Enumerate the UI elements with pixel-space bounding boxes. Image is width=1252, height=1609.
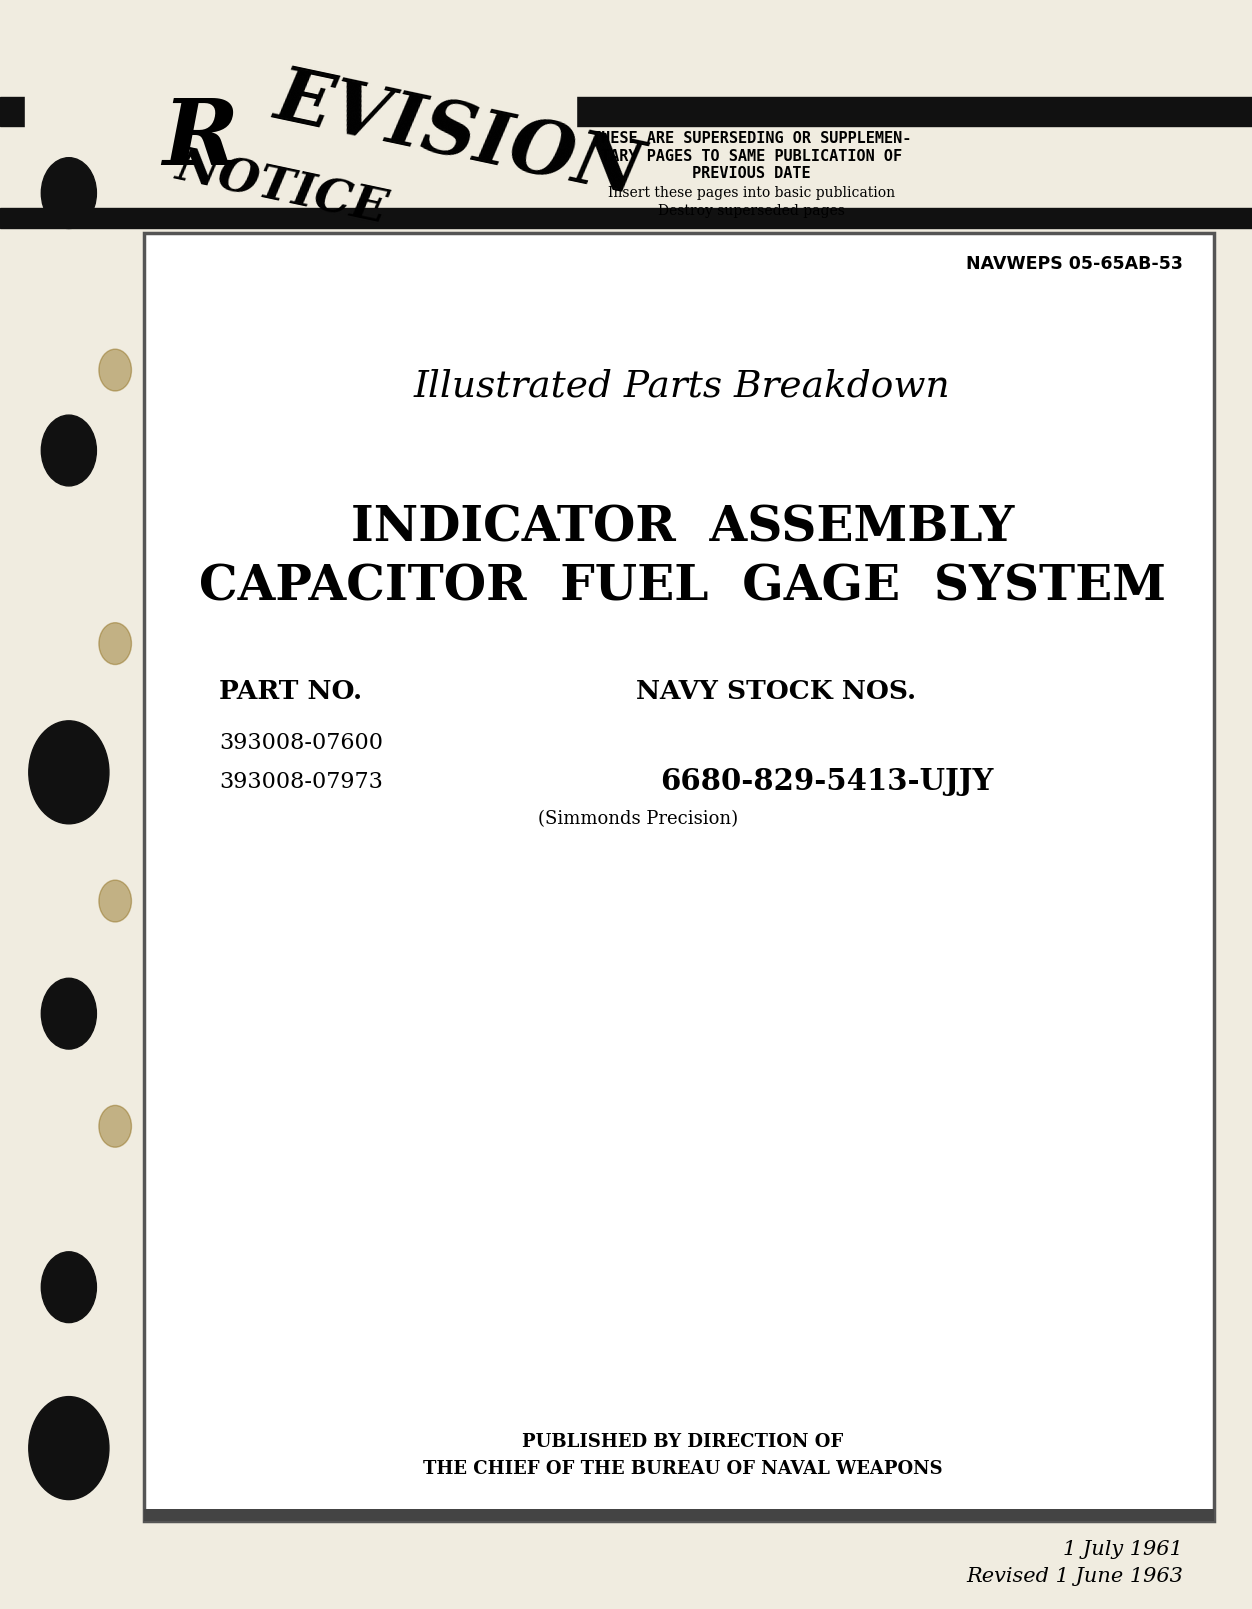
Text: 393008-07973: 393008-07973 xyxy=(219,771,383,793)
Text: (Simmonds Precision): (Simmonds Precision) xyxy=(538,809,739,829)
Text: THE CHIEF OF THE BUREAU OF NAVAL WEAPONS: THE CHIEF OF THE BUREAU OF NAVAL WEAPONS xyxy=(422,1459,943,1479)
Text: PART NO.: PART NO. xyxy=(219,679,362,705)
Text: 1 July 1961: 1 July 1961 xyxy=(1063,1540,1183,1559)
Bar xyxy=(0,97,1252,126)
Text: NAVWEPS 05-65AB-53: NAVWEPS 05-65AB-53 xyxy=(967,254,1183,274)
Text: NOTICE: NOTICE xyxy=(172,143,392,233)
Text: THESE ARE SUPERSEDING OR SUPPLEMEN-: THESE ARE SUPERSEDING OR SUPPLEMEN- xyxy=(591,130,911,146)
Text: TARY PAGES TO SAME PUBLICATION OF: TARY PAGES TO SAME PUBLICATION OF xyxy=(601,148,901,164)
Text: EVISION: EVISION xyxy=(269,61,650,209)
Text: PREVIOUS DATE: PREVIOUS DATE xyxy=(692,166,810,182)
Text: Insert these pages into basic publication: Insert these pages into basic publicatio… xyxy=(607,187,895,200)
Text: 6680-829-5413-UJJY: 6680-829-5413-UJJY xyxy=(660,767,993,796)
Text: PUBLISHED BY DIRECTION OF: PUBLISHED BY DIRECTION OF xyxy=(522,1432,843,1451)
Text: CAPACITOR  FUEL  GAGE  SYSTEM: CAPACITOR FUEL GAGE SYSTEM xyxy=(199,563,1166,611)
Text: NAVY STOCK NOS.: NAVY STOCK NOS. xyxy=(636,679,916,705)
Circle shape xyxy=(41,1252,96,1323)
Bar xyxy=(144,1509,1214,1521)
Text: Illustrated Parts Breakdown: Illustrated Parts Breakdown xyxy=(414,368,950,404)
Circle shape xyxy=(29,1397,109,1500)
Circle shape xyxy=(99,349,131,391)
Bar xyxy=(144,233,1214,1521)
Circle shape xyxy=(99,880,131,922)
Bar xyxy=(25,93,576,129)
Circle shape xyxy=(41,415,96,486)
Text: R: R xyxy=(163,95,238,185)
Text: 393008-07600: 393008-07600 xyxy=(219,732,383,755)
Bar xyxy=(0,208,1252,228)
Circle shape xyxy=(41,978,96,1049)
Text: Destroy superseded pages: Destroy superseded pages xyxy=(657,204,845,217)
Circle shape xyxy=(99,623,131,665)
Text: Revised 1 June 1963: Revised 1 June 1963 xyxy=(967,1567,1183,1586)
Circle shape xyxy=(41,158,96,228)
Text: INDICATOR  ASSEMBLY: INDICATOR ASSEMBLY xyxy=(351,504,1014,552)
Circle shape xyxy=(99,1105,131,1147)
Circle shape xyxy=(29,721,109,824)
